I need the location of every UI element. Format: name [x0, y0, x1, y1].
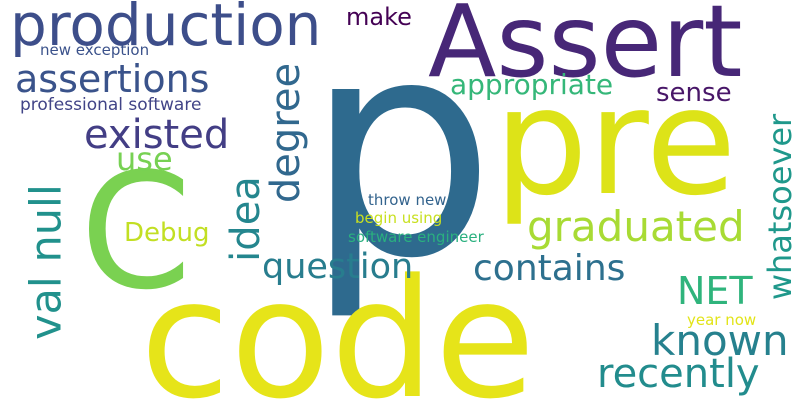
word-existed: existed: [84, 112, 230, 158]
word-net: NET: [677, 269, 753, 313]
word-known: known: [651, 316, 789, 365]
word-debug: Debug: [124, 218, 210, 248]
word-code: code: [140, 244, 536, 400]
word-degree: degree: [263, 62, 309, 204]
word-assert: Assert: [428, 0, 743, 100]
word-whatsoever: whatsoever: [761, 113, 799, 301]
word-assertions: assertions: [15, 57, 210, 101]
word-begin-using: begin using: [355, 209, 443, 227]
word-throw-new: throw new: [368, 191, 447, 209]
word-make: make: [346, 3, 412, 31]
word-graduated: graduated: [527, 202, 745, 251]
word-use: use: [116, 140, 173, 178]
word-recently: recently: [597, 351, 760, 397]
word-val-null: val null: [21, 184, 72, 340]
word-contains: contains: [473, 248, 626, 289]
word-p: p: [305, 0, 496, 324]
word-question: question: [262, 247, 414, 287]
word-professional-software: professional software: [20, 95, 202, 115]
word-year-now: year now: [687, 311, 757, 329]
word-software-engineer: software engineer: [348, 228, 484, 246]
word-new-exception: new exception: [40, 41, 150, 59]
word-sense: sense: [656, 78, 732, 108]
word-production: production: [10, 0, 322, 59]
word-idea: idea: [223, 176, 269, 262]
word-c: C: [80, 138, 192, 325]
word-pre: pre: [494, 56, 737, 228]
word-appropriate: appropriate: [450, 68, 614, 101]
